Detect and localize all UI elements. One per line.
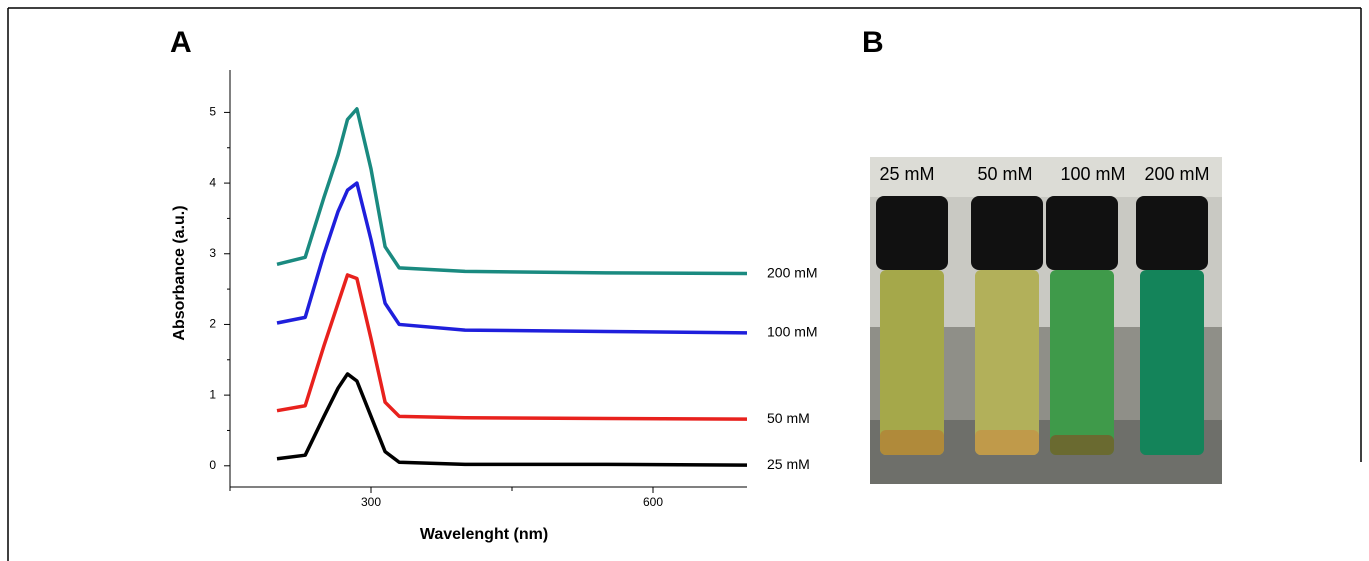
panel-label: B	[862, 26, 884, 59]
series-label: 25 mM	[767, 456, 810, 472]
y-axis-label: Absorbance (a.u.)	[171, 205, 188, 340]
y-tick-label: 2	[209, 317, 216, 331]
series-label: 100 mM	[767, 324, 818, 340]
panel-label: A	[170, 26, 192, 59]
series-label: 50 mM	[767, 410, 810, 426]
frame	[7, 7, 1362, 561]
series-label: 200 mM	[767, 264, 818, 280]
y-tick-label: 3	[209, 246, 216, 260]
y-tick-label: 0	[209, 458, 216, 472]
photo-label: 50 mM	[977, 164, 1032, 184]
series-line	[276, 273, 748, 421]
y-tick-label: 1	[209, 387, 216, 401]
x-tick-label: 600	[643, 495, 663, 509]
y-tick-label: 5	[209, 105, 216, 119]
series-line	[276, 372, 748, 467]
photo-label: 200 mM	[1144, 164, 1209, 184]
photo: 25 mM 50 mM 100 mM 200 mM	[870, 157, 1222, 484]
photo-label: 25 mM	[879, 164, 934, 184]
photo-label: 100 mM	[1060, 164, 1125, 184]
x-axis-label: Wavelenght (nm)	[420, 526, 548, 543]
x-tick-label: 300	[361, 495, 381, 509]
series-line	[276, 107, 748, 276]
series-line	[276, 181, 748, 335]
y-tick-label: 4	[209, 175, 216, 189]
